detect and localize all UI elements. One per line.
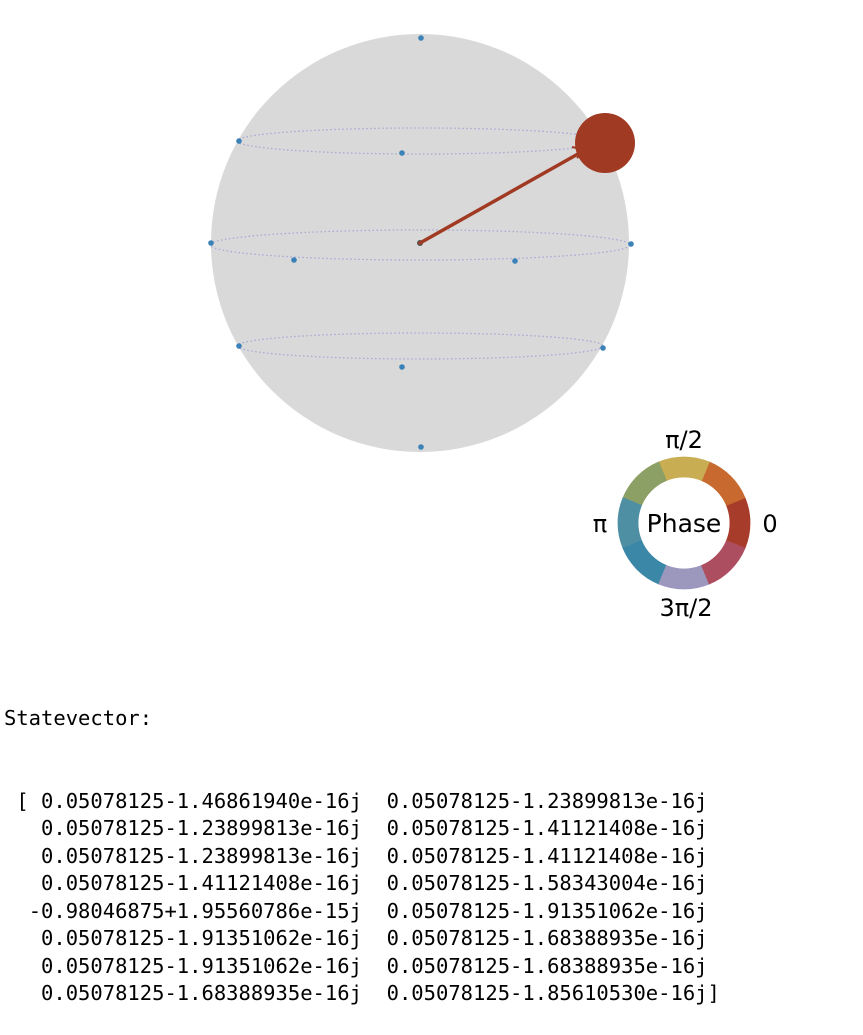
statevector-amplitude: 0.05078125-1.91351062e-16j [361,898,708,923]
phase-wheel-segment [725,497,751,549]
node-equator-right [628,241,634,247]
row-indent [4,926,29,950]
statevector-amplitude: 0.05078125-1.41121408e-16j [361,816,708,840]
statevector-row: -0.98046875+1.95560786e-15j 0.05078125-1… [4,898,859,926]
phase-wheel-segment [622,540,667,585]
qsphere-diagram: π/2 π Phase 0 3π/2 [208,34,778,622]
close-bracket: ] [707,981,720,1005]
statevector-row: [ 0.05078125-1.46861940e-16j 0.05078125-… [4,788,859,816]
row-indent [4,981,29,1005]
phase-label-3pi-2: 3π/2 [659,594,712,622]
statevector-amplitude: -0.98046875+1.95560786e-15j [28,898,362,923]
statevector-row: 0.05078125-1.91351062e-16j 0.05078125-1.… [4,925,859,953]
statevector-output: Statevector: [ 0.05078125-1.46861940e-16… [4,650,859,1035]
statevector-values: [ 0.05078125-1.46861940e-16j 0.05078125-… [4,788,859,1008]
open-bracket: [ [4,788,29,813]
phase-legend [617,456,751,590]
statevector-amplitude: 0.05078125-1.23899813e-16j [361,788,708,813]
statevector-title: Statevector: [4,706,153,730]
statevector-amplitude: 0.05078125-1.41121408e-16j [28,871,362,895]
phase-wheel-segment [701,461,746,506]
statevector-row: 0.05078125-1.23899813e-16j 0.05078125-1.… [4,843,859,871]
node-equator-left [208,240,214,246]
phase-wheel-segment [701,540,746,585]
node-equator-front-left [291,257,297,263]
statevector-row: 0.05078125-1.68388935e-16j 0.05078125-1.… [4,980,859,1008]
node-lower-front [399,364,405,370]
node-lower-right [600,345,606,351]
phase-wheel-segment [658,456,710,482]
statevector-amplitude: 0.05078125-1.41121408e-16j [361,843,708,868]
statevector-row: 0.05078125-1.91351062e-16j 0.05078125-1.… [4,953,859,981]
phase-wheel-segment [622,461,667,506]
statevector-amplitude: 0.05078125-1.58343004e-16j [361,871,708,895]
phase-label-pi-2: π/2 [665,426,703,454]
node-upper-front [399,150,405,156]
row-indent [4,954,29,978]
statevector-amplitude: 0.05078125-1.85610530e-16j [361,981,708,1005]
statevector-amplitude: 0.05078125-1.68388935e-16j [361,953,708,978]
statevector-amplitude: 0.05078125-1.68388935e-16j [28,981,362,1005]
phase-center-label: Phase [647,509,722,538]
node-equator-front-right [512,258,518,264]
statevector-amplitude: 0.05078125-1.68388935e-16j [361,926,708,950]
row-indent [4,899,29,923]
basis-nodes [208,35,634,450]
phase-label-pi: π [593,510,607,538]
statevector-row: 0.05078125-1.41121408e-16j 0.05078125-1.… [4,870,859,898]
state-amplitude-marker [575,113,635,173]
statevector-amplitude: 0.05078125-1.46861940e-16j [28,788,362,813]
row-indent [4,844,29,868]
node-upper-left [236,138,242,144]
node-bottom [418,444,424,450]
phase-wheel-segment [617,497,643,549]
statevector-amplitude: 0.05078125-1.91351062e-16j [28,953,362,978]
phase-wheel-segment [658,564,710,590]
statevector-amplitude: 0.05078125-1.23899813e-16j [28,843,362,868]
statevector-amplitude: 0.05078125-1.91351062e-16j [28,926,362,950]
statevector-amplitude: 0.05078125-1.23899813e-16j [28,816,362,840]
node-lower-left [236,343,242,349]
row-indent [4,871,29,895]
state-vector-arrow [418,148,587,245]
phase-label-0: 0 [762,510,777,538]
row-indent [4,816,29,840]
node-top [418,35,424,41]
statevector-row: 0.05078125-1.23899813e-16j 0.05078125-1.… [4,815,859,843]
